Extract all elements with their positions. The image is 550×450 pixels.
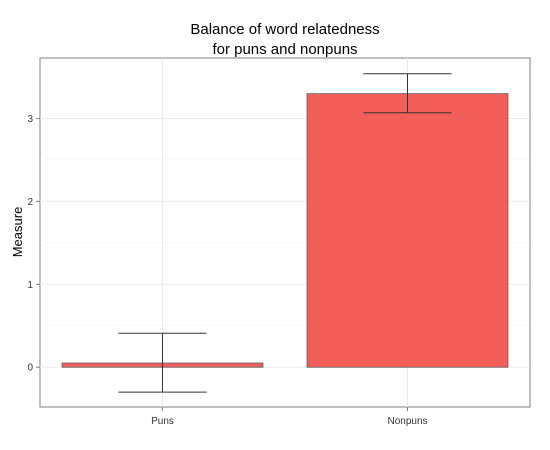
y-tick-label: 0 bbox=[27, 363, 33, 374]
y-tick-label: 2 bbox=[27, 197, 33, 208]
y-tick-label: 3 bbox=[27, 114, 33, 125]
bars bbox=[61, 93, 509, 368]
chart-title-line-1: Balance of word relatedness bbox=[190, 21, 380, 38]
y-axis-label: Measure bbox=[10, 207, 25, 258]
x-tick-label: Nonpuns bbox=[387, 416, 427, 427]
error-bars bbox=[118, 73, 452, 393]
y-axis-ticks: 0 1 2 3 bbox=[27, 114, 40, 374]
x-axis-ticks: Puns Nonpuns bbox=[151, 407, 428, 427]
bar-nonpuns bbox=[306, 93, 509, 368]
y-tick-label: 1 bbox=[27, 280, 33, 291]
x-tick-label: Puns bbox=[151, 416, 174, 427]
chart-title-line-2: for puns and nonpuns bbox=[212, 41, 358, 58]
chart-title: Balance of word relatedness for puns and… bbox=[40, 20, 530, 60]
